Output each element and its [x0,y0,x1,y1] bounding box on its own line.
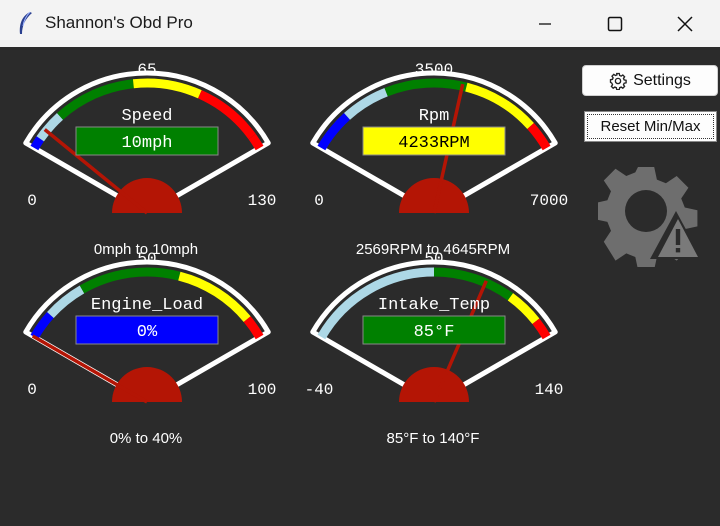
minimize-button[interactable] [522,0,568,47]
gauge-band [57,79,134,120]
maximize-button[interactable] [592,0,638,47]
gauge-mid-label: 50 [424,250,443,268]
gauge-mid-label: 3500 [415,61,453,79]
gauge-needle [31,334,148,404]
feather-icon [19,11,32,34]
gear-warning-icon [598,167,702,267]
gauge-max-label: 140 [535,381,564,399]
gauge-hub [112,178,182,213]
gauge-max-label: 130 [248,192,277,210]
minimize-icon [539,22,551,25]
gauge-value-box [75,315,219,345]
gauge-band [465,82,534,130]
gauge-band [317,267,435,340]
gauge-band [344,87,388,120]
gauge-min-label: 0 [314,192,324,210]
gauge-value-box [362,126,506,156]
gauge-rpm: Rpm 4233RPM 0 3500 7000 2569RPM to 4645RPM [310,61,568,258]
gauge-band [384,78,468,97]
gauge-engine_load: Engine_Load 0% 0 50 100 0% to 40% [23,250,277,447]
gauge-max-label: 7000 [530,192,568,210]
gauge-mid-label: 65 [137,61,156,79]
gauge-band [527,123,551,151]
title-bar: Shannon's Obd Pro [0,0,720,47]
gauge-band [30,136,44,151]
gauge-range-text: 0mph to 10mph [94,241,198,258]
gauge-min-label: 0 [27,192,37,210]
close-button[interactable] [662,0,708,47]
reset-label: Reset Min/Max [600,118,701,135]
gauge-hub [399,367,469,402]
reset-min-max-button[interactable]: Reset Min/Max [584,111,717,142]
gauge-min-label: -40 [305,381,334,399]
window-title: Shannon's Obd Pro [45,13,193,32]
gauge-value-box [362,315,506,345]
gauge-band [36,113,64,142]
gauge-band [243,316,264,340]
gauge-needle [43,128,149,215]
gauge-value: 85°F [414,323,455,342]
gauge-mid-label: 50 [137,250,156,268]
gauge-band [79,267,181,294]
gauge-label: Intake_Temp [378,296,490,315]
close-icon [677,15,693,32]
gauge-band [132,78,202,99]
gauge-band [197,90,256,140]
gauge-range-text: 85°F to 140°F [387,430,480,447]
gauge-band [507,293,540,325]
settings-label: Settings [633,71,691,89]
gauge-band [433,267,514,301]
gauge-value: 10mph [121,134,172,153]
gauge-label: Engine_Load [91,296,203,315]
gauge-label: Rpm [419,107,450,126]
gauge-hub [399,178,469,213]
settings-button[interactable]: Settings [582,65,718,96]
gauge-speed: Speed 10mph 0 65 130 0mph to 10mph [23,61,277,258]
gauge-band [317,113,351,151]
gauge-value-box [75,126,219,156]
gauge-range-text: 0% to 40% [110,430,183,447]
gauge-value: 4233RPM [398,134,469,153]
gauge-label: Speed [121,107,172,126]
maximize-icon [607,16,623,31]
gauge-band [248,133,264,151]
gauge-min-label: 0 [27,381,37,399]
gauge-band [532,318,551,340]
gauge-band [178,271,251,323]
gauge-intake_temp: Intake_Temp 85°F -40 50 140 85°F to 140°F [305,250,564,447]
gauge-value: 0% [137,323,158,342]
gauge-band [47,285,85,319]
gauge-panel: Speed 10mph 0 65 130 0mph to 10mph Rpm 4233RPM 0… [23,61,568,447]
main-area: Speed 10mph 0 65 130 0mph to 10mph Rpm 4233RPM 0… [0,47,720,526]
gauge-range-text: 2569RPM to 4645RPM [356,241,510,258]
gauge-max-label: 100 [248,381,277,399]
gear-icon [609,72,627,90]
